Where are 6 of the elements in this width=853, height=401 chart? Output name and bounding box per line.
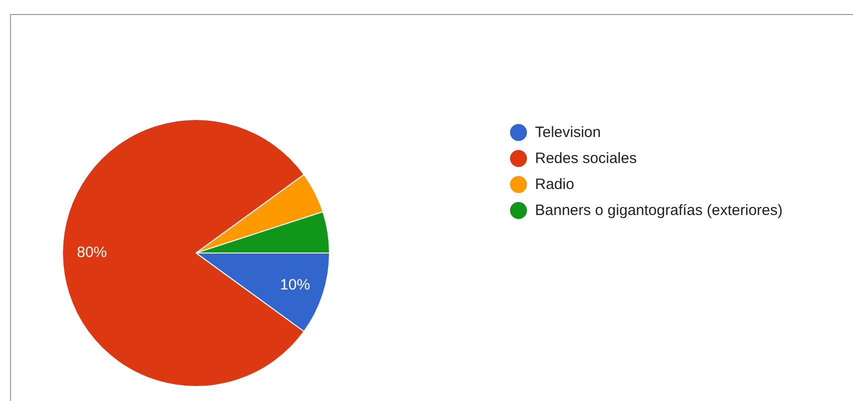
legend-label: Redes sociales [535, 149, 637, 169]
legend-label: Radio [535, 175, 574, 195]
legend-label: Television [535, 123, 601, 143]
data-label: 80% [76, 244, 107, 262]
legend-label: Banners o gigantografías (exteriores) [535, 201, 783, 221]
data-label: 10% [280, 276, 310, 294]
